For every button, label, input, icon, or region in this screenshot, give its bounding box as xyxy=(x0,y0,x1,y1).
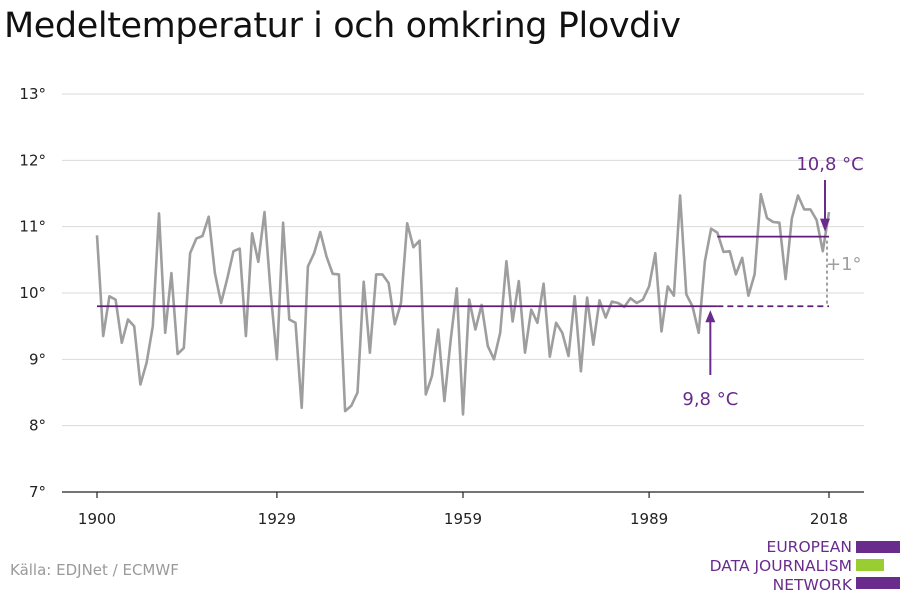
series-group xyxy=(95,192,831,416)
x-tick-label-1959: 1959 xyxy=(444,510,482,528)
x-tick-label-1900: 1900 xyxy=(78,510,116,528)
x-tick-label-1929: 1929 xyxy=(258,510,296,528)
logo-line-2: DATA JOURNALISM xyxy=(709,557,852,575)
logo-line-1: EUROPEAN xyxy=(766,538,852,556)
logo-bar-purple-1 xyxy=(856,541,900,553)
y-tick-label-8: 8° xyxy=(29,417,46,435)
annotations: 9,8 °C 10,8 °C +1° xyxy=(682,154,863,410)
label-baseline-value: 9,8 °C xyxy=(682,389,738,410)
x-axis: 1900 1929 1959 1989 2018 xyxy=(62,491,864,528)
label-difference: +1° xyxy=(826,254,862,275)
arrow-baseline-head xyxy=(705,310,716,323)
y-axis-ticks: 7° 8° 9° 10° 11° 12° 13° xyxy=(19,85,46,501)
y-tick-label-11: 11° xyxy=(19,218,46,236)
y-tick-label-12: 12° xyxy=(19,151,46,169)
series-line-0 xyxy=(95,192,831,416)
x-tick-label-2018: 2018 xyxy=(810,510,848,528)
y-tick-label-7: 7° xyxy=(29,483,46,501)
reference-lines xyxy=(97,235,829,308)
grid-lines xyxy=(62,93,864,427)
logo-line-3: NETWORK xyxy=(772,576,852,594)
edjnet-logo: EUROPEAN DATA JOURNALISM NETWORK xyxy=(710,538,900,596)
page-title: Medeltemperatur i och omkring Plovdiv xyxy=(4,6,681,46)
y-tick-label-10: 10° xyxy=(19,284,46,302)
arrow-recent-head xyxy=(820,218,830,232)
logo-bar-green xyxy=(856,559,884,571)
y-tick-label-9: 9° xyxy=(29,350,46,368)
x-tick-label-1989: 1989 xyxy=(630,510,668,528)
source-credit: Källa: EDJNet / ECMWF xyxy=(10,561,179,579)
label-recent-value: 10,8 °C xyxy=(796,154,863,175)
y-tick-label-13: 13° xyxy=(19,85,46,103)
logo-bar-purple-2 xyxy=(856,577,900,589)
